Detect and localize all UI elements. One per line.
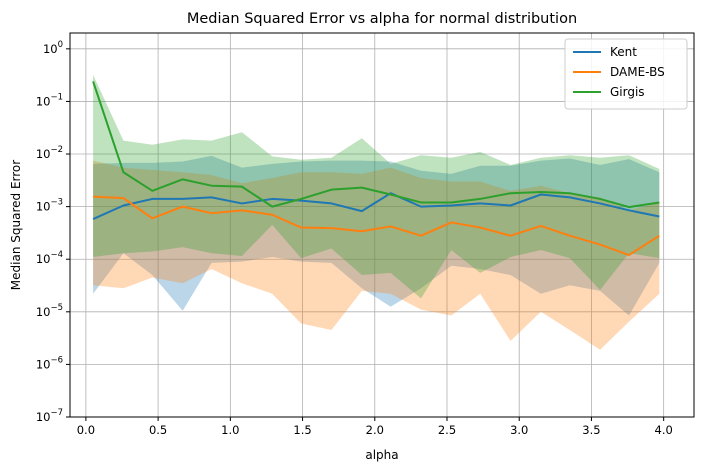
y-tick-label: 10−4: [36, 250, 63, 266]
y-tick-label: 100: [43, 40, 63, 56]
x-tick-label: 1.0: [221, 423, 239, 437]
band-dame-bs: [93, 160, 660, 350]
y-tick-label: 10−7: [36, 408, 63, 424]
x-tick-label: 4.0: [655, 423, 673, 437]
y-axis-label: Median Squared Error: [9, 160, 23, 290]
x-axis-ticks: 0.0 0.5 1.0 1.5 2.0 2.5 3.0 3.5 4.0: [77, 417, 673, 437]
confidence-bands: [93, 74, 660, 350]
y-axis-ticks: 10−7 10−6 10−5 10−4 10−3 10−2 10−1 100: [36, 40, 70, 424]
x-tick-label: 3.0: [510, 423, 528, 437]
legend: Kent DAME-BS Girgis: [564, 38, 688, 110]
x-tick-label: 0.0: [77, 423, 95, 437]
legend-label: Kent: [610, 45, 637, 59]
y-tick-label: 10−1: [36, 92, 63, 108]
legend-label: Girgis: [610, 85, 645, 99]
x-tick-label: 2.5: [438, 423, 456, 437]
band-kent: [93, 155, 660, 316]
x-axis-label: alpha: [365, 448, 398, 462]
x-tick-label: 0.5: [149, 423, 167, 437]
x-tick-label: 2.0: [366, 423, 384, 437]
line-dame-bs: [93, 195, 660, 257]
x-tick-label: 3.5: [582, 423, 600, 437]
band-girgis: [93, 74, 660, 299]
y-tick-label: 10−5: [36, 303, 63, 319]
series-lines: [92, 81, 660, 257]
chart-title: Median Squared Error vs alpha for normal…: [187, 11, 577, 27]
y-tick-label: 10−3: [36, 198, 63, 214]
x-tick-label: 1.5: [293, 423, 311, 437]
y-tick-label: 10−6: [36, 355, 63, 371]
line-girgis: [92, 81, 660, 209]
legend-label: DAME-BS: [610, 65, 665, 79]
y-tick-label: 10−2: [36, 145, 63, 161]
line-kent: [92, 192, 660, 220]
plot-frame: [69, 32, 695, 418]
